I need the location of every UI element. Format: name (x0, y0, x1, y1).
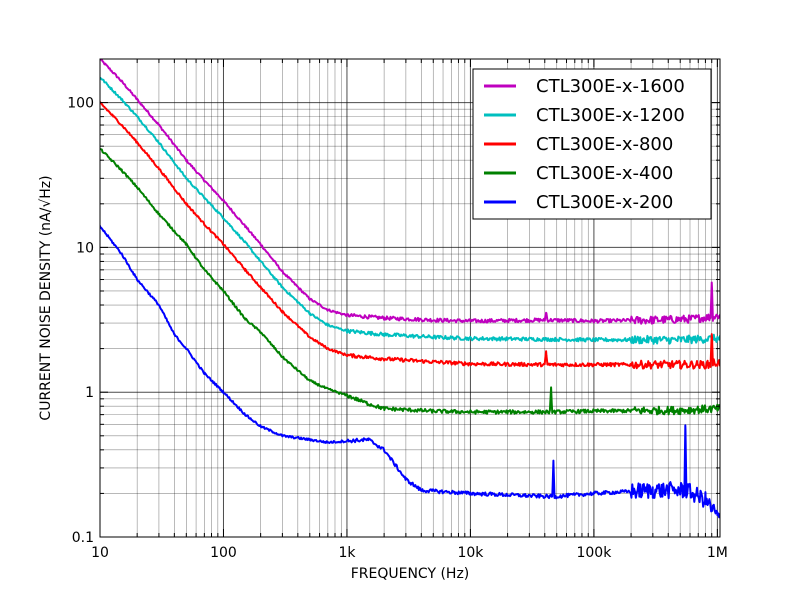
series-line-ctl300e-x-400 (100, 148, 720, 416)
series-line-ctl300e-x-1600 (100, 59, 720, 325)
y-tick-label: 0.1 (72, 530, 94, 546)
legend-label: CTL300E-x-1600 (536, 76, 685, 97)
series-line-ctl300e-x-1200 (100, 76, 720, 345)
x-tick-label: 10 (91, 545, 109, 561)
series-layer (100, 59, 720, 519)
legend-label: CTL300E-x-200 (536, 192, 673, 213)
plot-frame (99, 58, 721, 538)
y-tick-label: 10 (76, 240, 94, 256)
axis-ticks (99, 58, 720, 538)
x-tick-labels: 10 100 1k 10k 100k 1M (91, 545, 728, 561)
legend-label: CTL300E-x-1200 (536, 105, 685, 126)
series-line-ctl300e-x-800 (100, 100, 720, 370)
y-axis-label: CURRENT NOISE DENSITY (nA/√Hz) (38, 175, 54, 420)
x-tick-label: 1k (338, 545, 356, 561)
x-tick-label: 1M (707, 545, 728, 561)
x-tick-label: 10k (457, 545, 484, 561)
legend: CTL300E-x-1600 CTL300E-x-1200 CTL300E-x-80… (472, 68, 712, 220)
y-tick-label: 1 (85, 385, 94, 401)
x-axis-label: FREQUENCY (Hz) (351, 566, 470, 582)
legend-label: CTL300E-x-400 (536, 163, 673, 184)
y-tick-labels: 0.1 1 10 100 (67, 96, 94, 546)
x-tick-label: 100 (210, 545, 237, 561)
legend-label: CTL300E-x-800 (536, 134, 673, 155)
x-tick-label: 100k (576, 545, 612, 561)
series-line-ctl300e-x-200 (100, 225, 720, 519)
y-tick-label: 100 (67, 96, 94, 112)
